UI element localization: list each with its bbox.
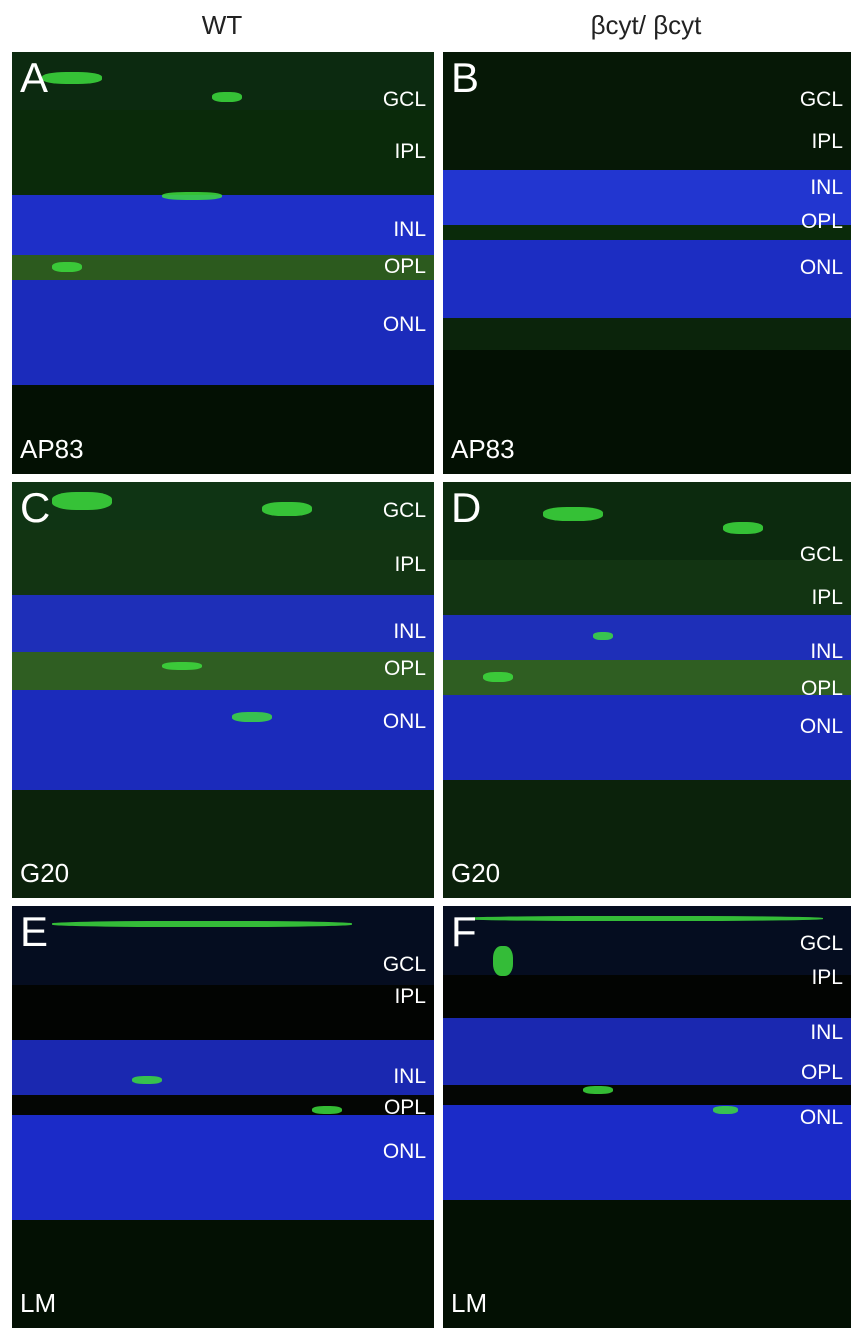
marker-label: AP83 xyxy=(20,434,84,464)
tissue-band xyxy=(12,530,434,595)
tissue-band xyxy=(12,1095,434,1115)
tissue-band xyxy=(443,1085,851,1105)
tissue-band xyxy=(443,482,851,560)
layer-label: INL xyxy=(810,176,843,199)
cell xyxy=(232,712,272,722)
cell xyxy=(493,946,513,976)
layer-label: INL xyxy=(393,218,426,241)
tissue-band xyxy=(12,906,434,985)
tissue-band xyxy=(12,195,434,255)
layer-label: OPL xyxy=(383,657,426,680)
marker-label: LM xyxy=(20,1288,57,1318)
tissue-band xyxy=(12,110,434,195)
layer-label: GCL xyxy=(799,932,843,955)
image-panel: E LM GCL IPL INL OPL ONL xyxy=(12,906,434,1328)
layer-label: ONL xyxy=(799,1106,843,1129)
tissue-band xyxy=(12,690,434,790)
panel-letter: B xyxy=(451,54,480,101)
layer-label: IPL xyxy=(811,966,843,989)
cell xyxy=(312,1106,342,1114)
layer-label: ONL xyxy=(382,1140,426,1163)
layer-label: OPL xyxy=(800,1061,843,1084)
layer-label: INL xyxy=(393,1065,426,1088)
cell xyxy=(132,1076,162,1084)
layer-label: IPL xyxy=(811,586,843,609)
layer-label: GCL xyxy=(382,499,426,522)
tissue-band xyxy=(443,1105,851,1200)
tissue-band xyxy=(443,615,851,660)
layer-label: IPL xyxy=(394,553,426,576)
cell xyxy=(483,672,513,682)
layer-label: ONL xyxy=(382,313,426,336)
layer-label: ONL xyxy=(382,710,426,733)
tissue-band xyxy=(443,695,851,780)
tissue-band xyxy=(443,225,851,240)
column-header: WT xyxy=(201,10,243,40)
cell xyxy=(543,507,603,521)
layer-label: IPL xyxy=(394,140,426,163)
cell xyxy=(723,522,763,534)
layer-label: GCL xyxy=(799,543,843,566)
layer-label: OPL xyxy=(383,1096,426,1119)
tissue-band xyxy=(12,595,434,652)
tissue-band xyxy=(12,652,434,690)
marker-label: G20 xyxy=(20,858,70,888)
cell xyxy=(463,916,823,921)
layer-label: INL xyxy=(393,620,426,643)
marker-label: LM xyxy=(451,1288,488,1318)
layer-label: ONL xyxy=(799,256,843,279)
layer-label: INL xyxy=(810,1021,843,1044)
tissue-band xyxy=(12,1115,434,1220)
cell xyxy=(162,192,222,200)
tissue-band xyxy=(12,280,434,385)
marker-label: AP83 xyxy=(451,434,515,464)
cell xyxy=(713,1106,738,1114)
tissue-band xyxy=(12,790,434,898)
layer-label: OPL xyxy=(800,677,843,700)
marker-label: G20 xyxy=(451,858,501,888)
tissue-band xyxy=(443,560,851,615)
cell xyxy=(583,1086,613,1094)
layer-label: INL xyxy=(810,640,843,663)
cell xyxy=(42,72,102,84)
panel-letter: C xyxy=(20,484,51,531)
tissue-band xyxy=(443,240,851,318)
panel-letter: A xyxy=(20,54,49,101)
layer-label: GCL xyxy=(799,88,843,111)
cell xyxy=(162,662,202,670)
tissue-band xyxy=(443,52,851,170)
cell xyxy=(52,262,82,272)
cell xyxy=(52,492,112,510)
image-panel: B AP83 GCL IPL INL OPL ONL xyxy=(443,52,851,474)
tissue-band xyxy=(12,255,434,280)
tissue-band xyxy=(12,985,434,1040)
layer-label: OPL xyxy=(383,255,426,278)
cell xyxy=(52,921,352,927)
column-header: βcyt/ βcyt xyxy=(590,10,702,40)
tissue-band xyxy=(443,780,851,898)
image-panel: D G20 GCL IPL INL OPL ONL xyxy=(443,482,851,898)
layer-label: GCL xyxy=(382,88,426,111)
layer-label: IPL xyxy=(811,130,843,153)
panel-letter: E xyxy=(20,908,49,955)
tissue-band xyxy=(443,975,851,1018)
image-panel: F LM GCL IPL INL OPL ONL xyxy=(443,906,851,1328)
tissue-band xyxy=(12,1040,434,1095)
tissue-band xyxy=(443,318,851,350)
cell xyxy=(212,92,242,102)
tissue-band xyxy=(443,170,851,225)
layer-label: GCL xyxy=(382,953,426,976)
panel-letter: D xyxy=(451,484,482,531)
panel-letter: F xyxy=(451,908,477,955)
layer-label: IPL xyxy=(394,985,426,1008)
layer-label: ONL xyxy=(799,715,843,738)
layer-label: OPL xyxy=(800,210,843,233)
image-panel: A AP83 GCL IPL INL OPL ONL xyxy=(12,52,434,474)
cell xyxy=(262,502,312,516)
image-panel: C G20 GCL IPL INL OPL ONL xyxy=(12,482,434,898)
tissue-band xyxy=(443,1018,851,1085)
cell xyxy=(593,632,613,640)
